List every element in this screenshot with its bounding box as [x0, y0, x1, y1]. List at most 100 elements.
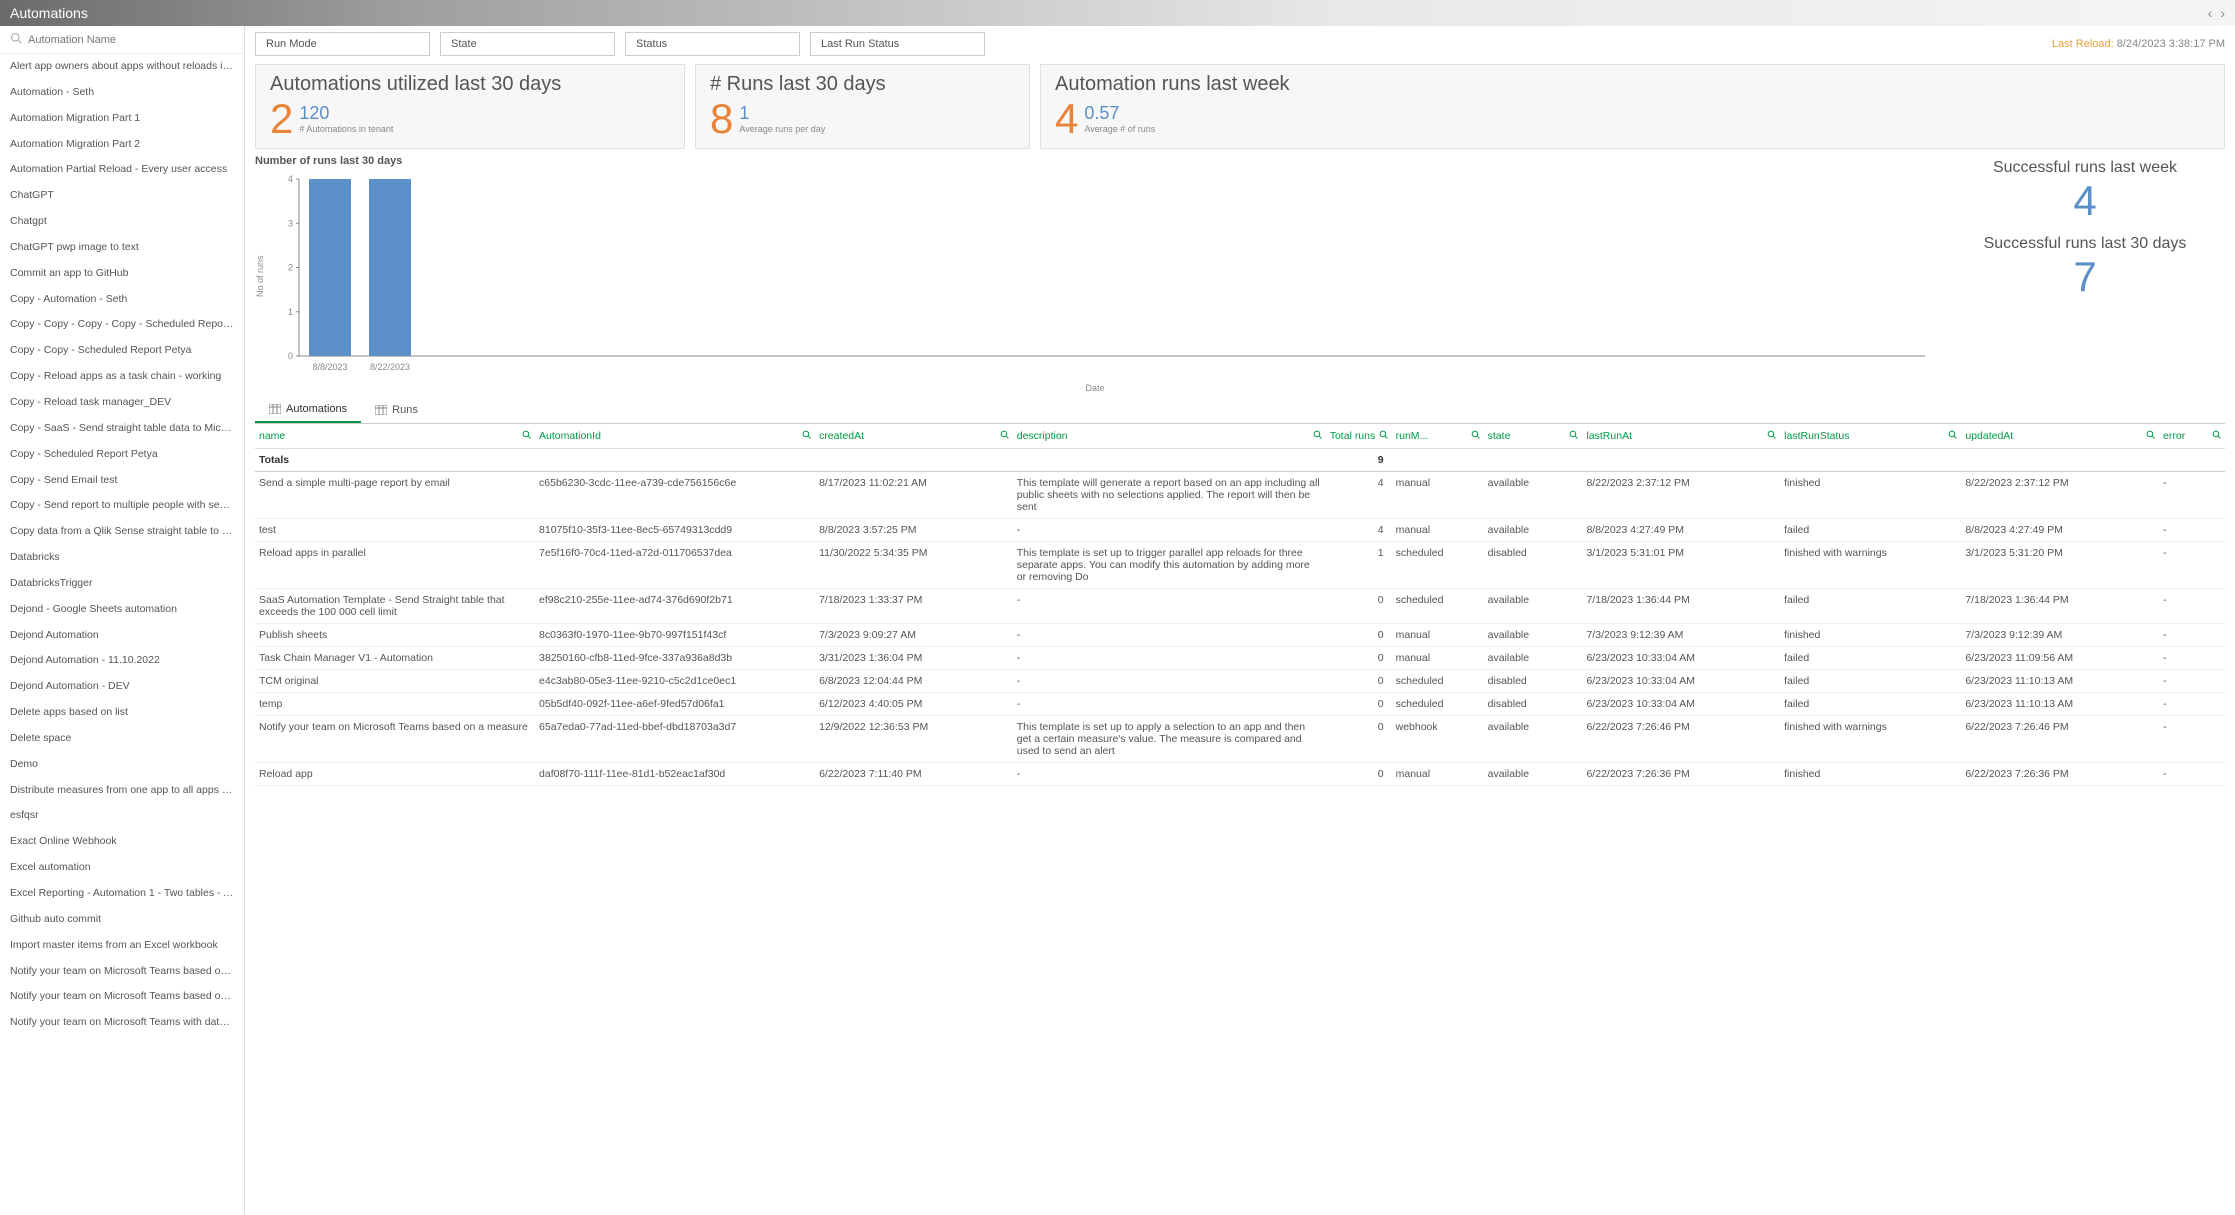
filter-dropdown[interactable]: Status [625, 32, 800, 56]
sidebar-item[interactable]: esfqsr [0, 803, 244, 829]
column-header[interactable]: runM... [1392, 424, 1484, 449]
search-icon[interactable] [1379, 430, 1388, 442]
sidebar-item[interactable]: Delete apps based on list [0, 700, 244, 726]
sidebar-item[interactable]: Automation - Seth [0, 80, 244, 106]
search-icon[interactable] [2146, 430, 2155, 442]
search-icon[interactable] [1000, 430, 1009, 442]
sidebar-item[interactable]: Demo [0, 752, 244, 778]
column-header[interactable]: name [255, 424, 535, 449]
sidebar-item[interactable]: Notify your team on Microsoft Teams base… [0, 959, 244, 985]
search-icon[interactable] [1767, 430, 1776, 442]
kpi-sub-value: 1 [739, 104, 825, 122]
search-row[interactable] [0, 26, 244, 54]
cell-error: - [2159, 647, 2225, 670]
sidebar-item[interactable]: Notify your team on Microsoft Teams with… [0, 1010, 244, 1036]
sidebar-item[interactable]: Distribute measures from one app to all … [0, 778, 244, 804]
sidebar-item[interactable]: Automation Migration Part 2 [0, 132, 244, 158]
sidebar-item[interactable]: Dejond Automation - 11.10.2022 [0, 648, 244, 674]
table-row[interactable]: Publish sheets8c0363f0-1970-11ee-9b70-99… [255, 624, 2225, 647]
table-row[interactable]: Notify your team on Microsoft Teams base… [255, 716, 2225, 763]
sidebar-item[interactable]: Copy - Reload apps as a task chain - wor… [0, 364, 244, 390]
cell-description: - [1013, 763, 1326, 786]
sidebar-item[interactable]: Copy - Send report to multiple people wi… [0, 493, 244, 519]
sidebar-item[interactable]: Github auto commit [0, 907, 244, 933]
column-header[interactable]: state [1484, 424, 1583, 449]
cell-error: - [2159, 624, 2225, 647]
search-icon[interactable] [1471, 430, 1480, 442]
table-row[interactable]: test81075f10-35f3-11ee-8ec5-65749313cdd9… [255, 519, 2225, 542]
column-header[interactable]: Total runs [1326, 424, 1392, 449]
cell-name: Publish sheets [255, 624, 535, 647]
sidebar-item[interactable]: Copy - SaaS - Send straight table data t… [0, 416, 244, 442]
cell-updated: 6/22/2023 7:26:36 PM [1961, 763, 2159, 786]
column-header[interactable]: error [2159, 424, 2225, 449]
search-icon[interactable] [1569, 430, 1578, 442]
search-icon[interactable] [802, 430, 811, 442]
table-row[interactable]: temp05b5df40-092f-11ee-a6ef-9fed57d06fa1… [255, 693, 2225, 716]
sidebar-item[interactable]: Excel Reporting - Automation 1 - Two tab… [0, 881, 244, 907]
sidebar-item[interactable]: Dejond Automation [0, 623, 244, 649]
chart-bar[interactable] [309, 179, 351, 356]
sidebar-item[interactable]: Alert app owners about apps without relo… [0, 54, 244, 80]
table-row[interactable]: SaaS Automation Template - Send Straight… [255, 589, 2225, 624]
search-icon[interactable] [2212, 430, 2221, 442]
sidebar-item[interactable]: Chatgpt [0, 209, 244, 235]
cell-mode: scheduled [1392, 670, 1484, 693]
tab[interactable]: Runs [361, 397, 432, 423]
cell-runs: 0 [1326, 670, 1392, 693]
table-row[interactable]: Task Chain Manager V1 - Automation382501… [255, 647, 2225, 670]
sidebar-item[interactable]: Notify your team on Microsoft Teams base… [0, 984, 244, 1010]
sidebar-item[interactable]: Copy data from a Qlik Sense straight tab… [0, 519, 244, 545]
column-header[interactable]: updatedAt [1961, 424, 2159, 449]
nav-prev-icon[interactable]: ‹ [2208, 5, 2213, 21]
search-input[interactable] [28, 34, 234, 46]
column-label: AutomationId [539, 430, 601, 442]
sidebar-item[interactable]: Copy - Scheduled Report Petya [0, 442, 244, 468]
totals-row: Totals9 [255, 449, 2225, 472]
sidebar-item[interactable]: Commit an app to GitHub [0, 261, 244, 287]
sidebar-item[interactable]: ChatGPT [0, 183, 244, 209]
sidebar-item[interactable]: Automation Partial Reload - Every user a… [0, 157, 244, 183]
column-header[interactable]: AutomationId [535, 424, 815, 449]
sidebar-item[interactable]: Import master items from an Excel workbo… [0, 933, 244, 959]
sidebar-item[interactable]: Automation Migration Part 1 [0, 106, 244, 132]
chart-bar[interactable] [369, 179, 411, 356]
kpi-sub-label: Average # of runs [1084, 124, 1155, 134]
filter-dropdown[interactable]: Last Run Status [810, 32, 985, 56]
sidebar-item[interactable]: Excel automation [0, 855, 244, 881]
column-label: lastRunAt [1586, 430, 1632, 442]
cell-mode: scheduled [1392, 542, 1484, 589]
column-header[interactable]: lastRunStatus [1780, 424, 1961, 449]
tab[interactable]: Automations [255, 397, 361, 423]
sidebar-item[interactable]: Dejond - Google Sheets automation [0, 597, 244, 623]
sidebar-item[interactable]: Dejond Automation - DEV [0, 674, 244, 700]
cell-name: test [255, 519, 535, 542]
sidebar-item[interactable]: Copy - Copy - Scheduled Report Petya [0, 338, 244, 364]
table-row[interactable]: Send a simple multi-page report by email… [255, 472, 2225, 519]
column-header[interactable]: lastRunAt [1582, 424, 1780, 449]
sidebar-item[interactable]: Copy - Send Email test [0, 468, 244, 494]
kpi-row: Automations utilized last 30 days2120# A… [255, 64, 2225, 149]
column-header[interactable]: description [1013, 424, 1326, 449]
sidebar-item[interactable]: Databricks [0, 545, 244, 571]
column-header[interactable]: createdAt [815, 424, 1013, 449]
cell-description: This template is set up to apply a selec… [1013, 716, 1326, 763]
search-icon[interactable] [1313, 430, 1322, 442]
sidebar-item[interactable]: Copy - Copy - Copy - Copy - Scheduled Re… [0, 312, 244, 338]
table-row[interactable]: Reload apps in parallel7e5f16f0-70c4-11e… [255, 542, 2225, 589]
cell-error: - [2159, 763, 2225, 786]
table-row[interactable]: Reload appdaf08f70-111f-11ee-81d1-b52eac… [255, 763, 2225, 786]
filter-dropdown[interactable]: State [440, 32, 615, 56]
sidebar-item[interactable]: Copy - Reload task manager_DEV [0, 390, 244, 416]
table-row[interactable]: TCM originale4c3ab80-05e3-11ee-9210-c5c2… [255, 670, 2225, 693]
sidebar-item[interactable]: Exact Online Webhook [0, 829, 244, 855]
search-icon[interactable] [522, 430, 531, 442]
cell-id: 38250160-cfb8-11ed-9fce-337a936a8d3b [535, 647, 815, 670]
sidebar-item[interactable]: DatabricksTrigger [0, 571, 244, 597]
filter-dropdown[interactable]: Run Mode [255, 32, 430, 56]
sidebar-item[interactable]: ChatGPT pwp image to text [0, 235, 244, 261]
nav-next-icon[interactable]: › [2220, 5, 2225, 21]
sidebar-item[interactable]: Copy - Automation - Seth [0, 287, 244, 313]
sidebar-item[interactable]: Delete space [0, 726, 244, 752]
search-icon[interactable] [1948, 430, 1957, 442]
